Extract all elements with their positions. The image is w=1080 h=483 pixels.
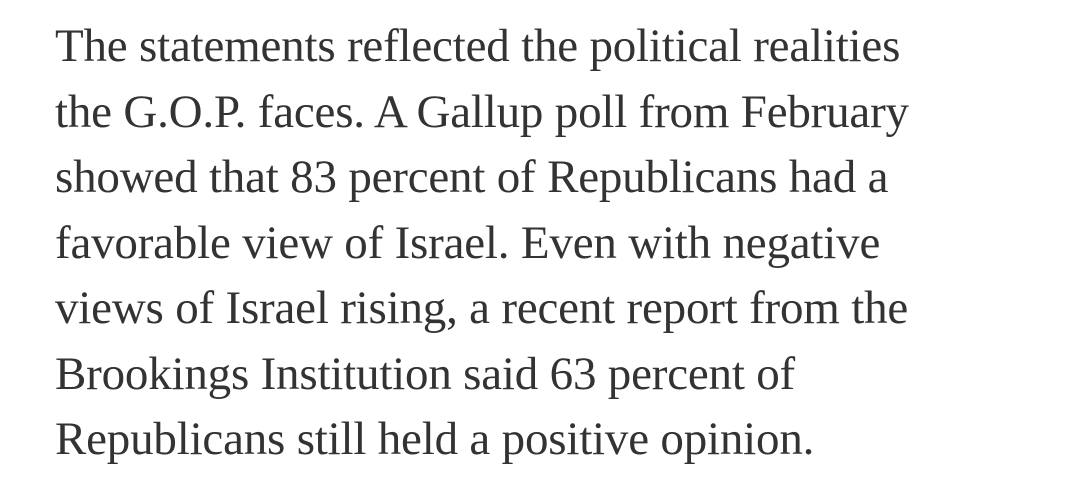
article-paragraph: The statements reflected the political r… [55, 14, 1065, 473]
paragraph-line-1: The statements reflected the political r… [55, 20, 901, 72]
paragraph-line-4: favorable view of Israel. Even with nega… [55, 216, 881, 269]
paragraph-line-6: Brookings Institution said 63 percent of [55, 347, 795, 400]
paragraph-line-5: views of Israel rising, a recent report … [55, 282, 909, 334]
paragraph-line-2: the G.O.P. faces. A Gallup poll from Feb… [55, 85, 909, 138]
paragraph-line-7: Republicans still held a positive opinio… [55, 413, 815, 465]
paragraph-line-3: showed that 83 percent of Republicans ha… [55, 151, 889, 203]
